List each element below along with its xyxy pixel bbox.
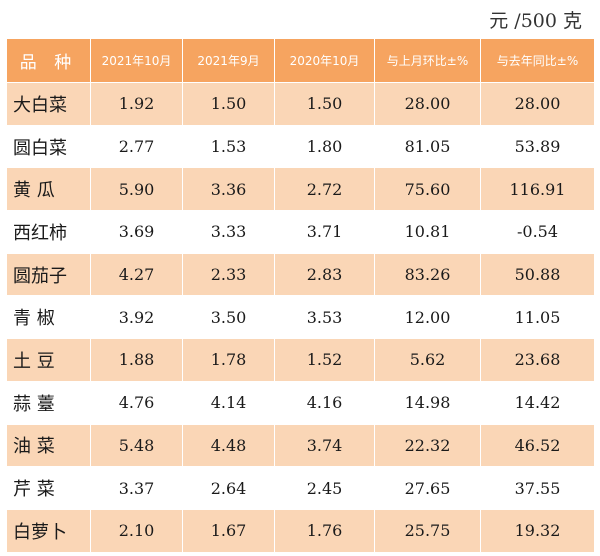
vegetable-price-table: 品 种 2021年10月 2021年9月 2020年10月 与上月环比±% 与去… [6, 38, 595, 553]
cell-2021-sep: 4.48 [182, 423, 275, 468]
cell-mom-change: 10.81 [374, 210, 481, 254]
table-row: 油 菜 5.48 4.48 3.74 22.32 46.52 [6, 423, 595, 468]
cell-mom-change: 12.00 [374, 295, 481, 340]
cell-2020-oct: 2.72 [274, 167, 375, 212]
cell-yoy-change: 37.55 [480, 466, 595, 510]
table-row: 黄 瓜 5.90 3.36 2.72 75.60 116.91 [6, 167, 595, 212]
cell-2021-oct: 4.76 [90, 380, 183, 425]
header-2021-oct: 2021年10月 [90, 38, 183, 83]
cell-2020-oct: 1.76 [274, 508, 375, 553]
cell-2020-oct: 2.83 [274, 252, 375, 297]
row-variety: 西红柿 [6, 210, 91, 254]
cell-2021-sep: 2.33 [182, 252, 275, 297]
cell-2020-oct: 1.52 [274, 338, 375, 382]
table-row: 蒜 薹 4.76 4.14 4.16 14.98 14.42 [6, 380, 595, 425]
cell-yoy-change: 50.88 [480, 252, 595, 297]
cell-mom-change: 25.75 [374, 508, 481, 553]
cell-2021-oct: 2.77 [90, 124, 183, 169]
cell-2021-sep: 1.78 [182, 338, 275, 382]
header-2020-oct: 2020年10月 [274, 38, 375, 83]
cell-mom-change: 22.32 [374, 423, 481, 468]
cell-2021-sep: 2.64 [182, 466, 275, 510]
cell-yoy-change: 19.32 [480, 508, 595, 553]
cell-mom-change: 75.60 [374, 167, 481, 212]
cell-yoy-change: 23.68 [480, 338, 595, 382]
table-row: 青 椒 3.92 3.50 3.53 12.00 11.05 [6, 295, 595, 340]
row-variety: 芹 菜 [6, 466, 91, 510]
cell-2020-oct: 2.45 [274, 466, 375, 510]
cell-2020-oct: 3.53 [274, 295, 375, 340]
table-row: 圆茄子 4.27 2.33 2.83 83.26 50.88 [6, 252, 595, 297]
row-variety: 黄 瓜 [6, 167, 91, 212]
row-variety: 圆白菜 [6, 124, 91, 169]
cell-2021-oct: 2.10 [90, 508, 183, 553]
cell-2021-oct: 1.88 [90, 338, 183, 382]
cell-yoy-change: 116.91 [480, 167, 595, 212]
cell-mom-change: 14.98 [374, 380, 481, 425]
cell-2021-sep: 3.33 [182, 210, 275, 254]
cell-2021-sep: 1.67 [182, 508, 275, 553]
cell-2021-oct: 4.27 [90, 252, 183, 297]
unit-label: 元 /500 克 [489, 10, 582, 32]
cell-mom-change: 27.65 [374, 466, 481, 510]
cell-2020-oct: 3.71 [274, 210, 375, 254]
row-variety: 圆茄子 [6, 252, 91, 297]
cell-2021-oct: 5.90 [90, 167, 183, 212]
row-variety: 青 椒 [6, 295, 91, 340]
cell-2021-oct: 3.37 [90, 466, 183, 510]
header-2021-sep: 2021年9月 [182, 38, 275, 83]
cell-2021-sep: 3.36 [182, 167, 275, 212]
cell-mom-change: 81.05 [374, 124, 481, 169]
cell-2021-oct: 1.92 [90, 82, 183, 126]
row-variety: 土 豆 [6, 338, 91, 382]
cell-2020-oct: 1.50 [274, 82, 375, 126]
cell-yoy-change: 53.89 [480, 124, 595, 169]
cell-yoy-change: 28.00 [480, 82, 595, 126]
cell-yoy-change: 46.52 [480, 423, 595, 468]
cell-mom-change: 5.62 [374, 338, 481, 382]
table-row: 芹 菜 3.37 2.64 2.45 27.65 37.55 [6, 466, 595, 510]
cell-2021-oct: 3.69 [90, 210, 183, 254]
row-variety: 油 菜 [6, 423, 91, 468]
table-row: 大白菜 1.92 1.50 1.50 28.00 28.00 [6, 82, 595, 126]
header-mom-change: 与上月环比±% [374, 38, 481, 83]
cell-mom-change: 83.26 [374, 252, 481, 297]
cell-2021-sep: 1.53 [182, 124, 275, 169]
cell-2021-sep: 3.50 [182, 295, 275, 340]
cell-2021-sep: 1.50 [182, 82, 275, 126]
cell-yoy-change: 14.42 [480, 380, 595, 425]
cell-2020-oct: 1.80 [274, 124, 375, 169]
header-yoy-change: 与去年同比±% [480, 38, 595, 83]
table-row: 白萝卜 2.10 1.67 1.76 25.75 19.32 [6, 508, 595, 553]
cell-2021-oct: 5.48 [90, 423, 183, 468]
cell-yoy-change: 11.05 [480, 295, 595, 340]
table-row: 西红柿 3.69 3.33 3.71 10.81 -0.54 [6, 210, 595, 254]
cell-2021-oct: 3.92 [90, 295, 183, 340]
row-variety: 白萝卜 [6, 508, 91, 553]
row-variety: 大白菜 [6, 82, 91, 126]
cell-2021-sep: 4.14 [182, 380, 275, 425]
header-variety: 品 种 [6, 38, 91, 83]
table-row: 土 豆 1.88 1.78 1.52 5.62 23.68 [6, 338, 595, 382]
cell-2020-oct: 4.16 [274, 380, 375, 425]
price-table-container: 品 种 2021年10月 2021年9月 2020年10月 与上月环比±% 与去… [6, 38, 595, 553]
table-row: 圆白菜 2.77 1.53 1.80 81.05 53.89 [6, 124, 595, 169]
row-variety: 蒜 薹 [6, 380, 91, 425]
cell-2020-oct: 3.74 [274, 423, 375, 468]
cell-yoy-change: -0.54 [480, 210, 595, 254]
header-row: 品 种 2021年10月 2021年9月 2020年10月 与上月环比±% 与去… [6, 38, 595, 83]
cell-mom-change: 28.00 [374, 82, 481, 126]
